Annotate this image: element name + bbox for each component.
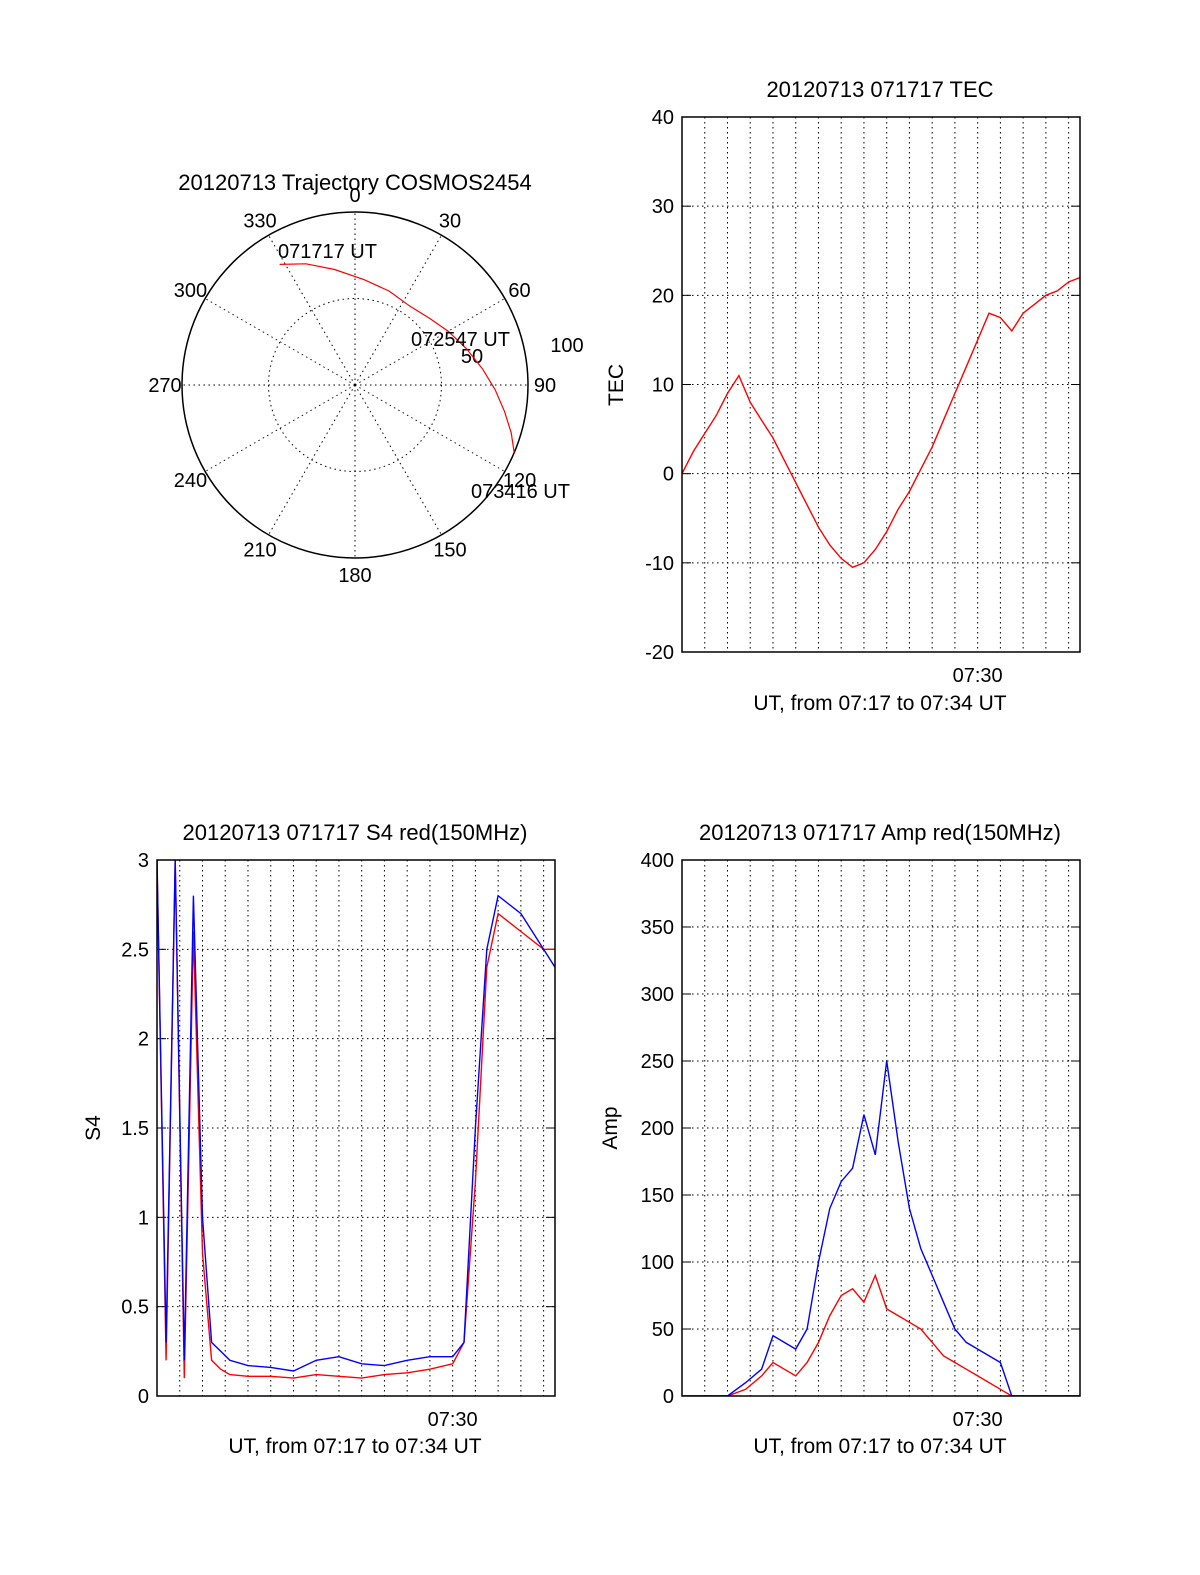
- y-tick-label: 0: [663, 464, 674, 486]
- azimuth-label: 300: [174, 280, 207, 302]
- azimuth-label: 210: [243, 540, 276, 562]
- plot-frame: [156, 859, 556, 1397]
- polar-spoke: [268, 234, 356, 386]
- y-tick-label: 400: [641, 850, 674, 872]
- trajectory-track: [279, 263, 515, 453]
- tec-xlabel: UT, from 07:17 to 07:34 UT: [753, 692, 1006, 715]
- azimuth-label: 90: [534, 375, 556, 397]
- amp-title: 20120713 071717 Amp red(150MHz): [699, 820, 1061, 845]
- polar-outer-circle: [181, 211, 529, 559]
- amp-panel: 20120713 071717 Amp red(150MHz) Amp UT, …: [599, 820, 1081, 1458]
- y-tick-label: 350: [641, 917, 674, 939]
- series-group: [682, 1060, 1080, 1396]
- y-tick-label: 1: [138, 1207, 149, 1229]
- x-tick-label: 07:30: [428, 1409, 478, 1431]
- azimuth-label: 0: [349, 185, 360, 207]
- y-tick-label: 0.5: [121, 1297, 149, 1319]
- plot-frame: [681, 859, 1081, 1397]
- amp-xlabel: UT, from 07:17 to 07:34 UT: [753, 1435, 1006, 1458]
- series-group: [157, 860, 555, 1379]
- y-tick-label: 150: [641, 1185, 674, 1207]
- y-tick-label: 2: [138, 1029, 149, 1051]
- trajectory-title: 20120713 Trajectory COSMOS2454: [178, 170, 531, 195]
- polar-spoke: [204, 384, 356, 472]
- y-tick-label: 0: [138, 1386, 149, 1408]
- azimuth-label: 270: [148, 375, 181, 397]
- tec-ylabel: TEC: [605, 364, 628, 406]
- y-tick-label: -20: [645, 642, 674, 664]
- amp-ylabel: Amp: [599, 1106, 622, 1149]
- s4-ylabel: S4: [82, 1115, 105, 1141]
- annotation-end-time: 073416 UT: [471, 481, 570, 503]
- y-tick-label: 2.5: [121, 939, 149, 961]
- series-line-red: [682, 276, 1080, 569]
- y-tick-label: 200: [641, 1118, 674, 1140]
- ring-label: 100: [550, 335, 583, 357]
- azimuth-label: 180: [338, 565, 371, 587]
- azimuth-label: 120: [503, 470, 536, 492]
- tec-title: 20120713 071717 TEC: [766, 77, 993, 102]
- annotation-mid-time: 072547 UT: [411, 329, 510, 351]
- polar-spoke: [354, 234, 442, 386]
- y-tick-label: 20: [652, 285, 674, 307]
- y-tick-label: 40: [652, 107, 674, 129]
- tec-panel: 20120713 071717 TEC TEC UT, from 07:17 t…: [605, 77, 1081, 715]
- s4-title: 20120713 071717 S4 red(150MHz): [183, 820, 528, 845]
- y-tick-label: 0: [663, 1386, 674, 1408]
- polar-spoke: [204, 298, 356, 386]
- y-tick-label: 50: [652, 1319, 674, 1341]
- series-group: [682, 276, 1080, 569]
- y-tick-label: -10: [645, 553, 674, 575]
- x-tick-label: 07:30: [953, 665, 1003, 687]
- plot-frame: [681, 116, 1081, 653]
- y-tick-label: 3: [138, 850, 149, 872]
- series-line-red: [157, 860, 555, 1379]
- x-tick-label: 07:30: [953, 1409, 1003, 1431]
- azimuth-label: 330: [243, 210, 276, 232]
- y-tick-label: 100: [641, 1252, 674, 1274]
- series-line-red: [682, 1273, 1080, 1396]
- azimuth-label: 150: [433, 540, 466, 562]
- polar-spoke: [268, 384, 356, 536]
- polar-spoke: [354, 298, 506, 386]
- series-line-blue: [682, 1060, 1080, 1396]
- s4-panel: 20120713 071717 S4 red(150MHz) S4 UT, fr…: [82, 820, 556, 1458]
- y-tick-label: 10: [652, 375, 674, 397]
- s4-xlabel: UT, from 07:17 to 07:34 UT: [228, 1435, 481, 1458]
- polar-spoke: [354, 384, 442, 536]
- polar-spoke: [354, 384, 506, 472]
- y-tick-label: 1.5: [121, 1118, 149, 1140]
- azimuth-label: 30: [439, 210, 461, 232]
- annotation-start-time: 071717 UT: [278, 241, 377, 263]
- azimuth-label: 60: [508, 280, 530, 302]
- trajectory-polar-panel: 20120713 Trajectory COSMOS2454 0 30 60 90 12…: [148, 170, 583, 587]
- y-tick-label: 300: [641, 984, 674, 1006]
- series-line-blue: [157, 860, 555, 1372]
- azimuth-label: 240: [174, 470, 207, 492]
- y-tick-label: 30: [652, 196, 674, 218]
- y-tick-label: 250: [641, 1051, 674, 1073]
